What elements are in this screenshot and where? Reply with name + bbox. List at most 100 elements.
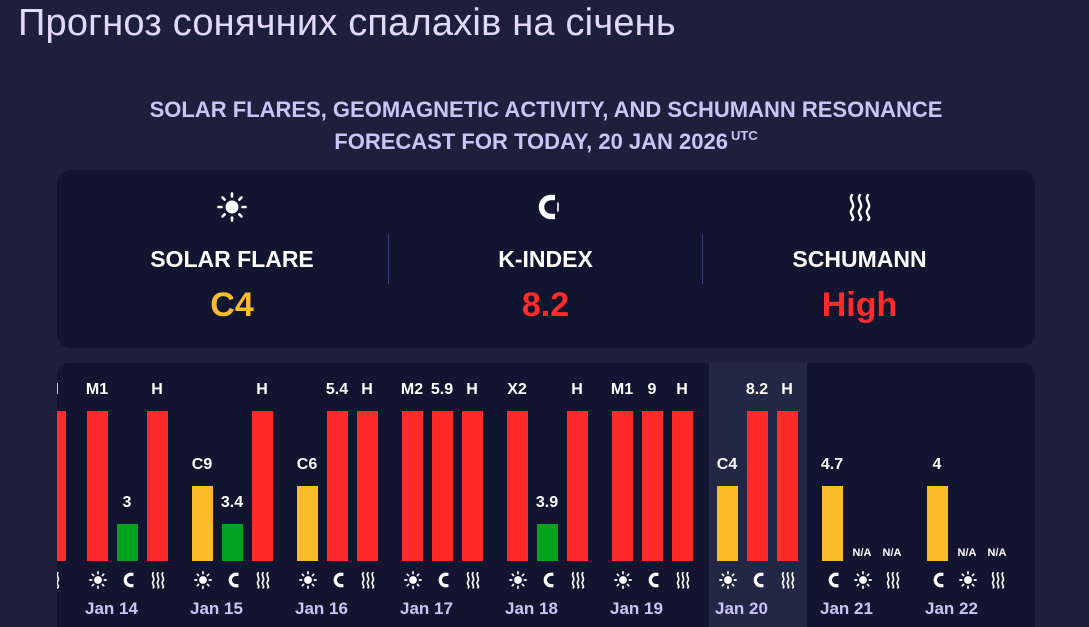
bar-solar bbox=[87, 411, 108, 561]
bar-value-label: H bbox=[256, 381, 268, 398]
bar-value-label: C6 bbox=[296, 456, 318, 473]
sun-icon bbox=[509, 571, 527, 589]
magnet-icon bbox=[929, 571, 947, 589]
waves-icon bbox=[359, 571, 377, 589]
subtitle-line-1: SOLAR FLARES, GEOMAGNETIC ACTIVITY, AND … bbox=[149, 97, 943, 122]
schumann-label: SCHUMANN bbox=[792, 246, 927, 272]
bar-solar bbox=[297, 486, 318, 561]
waves-icon bbox=[674, 571, 692, 589]
magnet-icon bbox=[389, 192, 702, 222]
bar-schumann bbox=[57, 411, 66, 561]
sun-icon bbox=[854, 571, 872, 589]
sun-icon bbox=[194, 571, 212, 589]
bar-value-label: 4.7 bbox=[820, 456, 844, 473]
bar-value-label: H bbox=[781, 381, 793, 398]
bar-value-label: N/A bbox=[852, 547, 872, 559]
bar-kindex bbox=[117, 523, 138, 561]
summary-solar-flare: SOLAR FLARE C4 bbox=[77, 170, 387, 348]
k-index-label: K-INDEX bbox=[498, 246, 593, 272]
bar-value-label: N/A bbox=[987, 547, 1007, 559]
sun-icon bbox=[77, 192, 387, 222]
summary-schumann: SCHUMANN High bbox=[703, 170, 1016, 348]
date-label: Jan 18 bbox=[505, 599, 558, 618]
bar-value-label: 3.4 bbox=[220, 493, 244, 511]
bar-value-label: 5.9 bbox=[430, 381, 454, 398]
bar-kindex bbox=[537, 523, 558, 561]
magnet-icon bbox=[824, 571, 842, 589]
date-label: Jan 22 bbox=[925, 599, 978, 618]
summary-k-index: K-INDEX 8.2 bbox=[389, 170, 702, 348]
sun-icon bbox=[89, 571, 107, 589]
date-label: Jan 16 bbox=[295, 599, 348, 618]
bar-schumann bbox=[462, 411, 483, 561]
date-label: Jan 19 bbox=[610, 599, 663, 618]
bar-schumann bbox=[567, 411, 588, 561]
bar-value-label: X2 bbox=[507, 381, 527, 398]
waves-icon bbox=[569, 571, 587, 589]
magnet-icon bbox=[539, 571, 557, 589]
waves-icon bbox=[703, 192, 1016, 222]
utc-superscript: UTC bbox=[730, 128, 758, 143]
bar-solar bbox=[717, 486, 738, 561]
bar-schumann bbox=[252, 411, 273, 561]
bar-value-label: M1 bbox=[85, 381, 109, 398]
bar-value-label: 3 bbox=[122, 493, 132, 511]
solar-flare-label: SOLAR FLARE bbox=[150, 246, 314, 272]
bar-value-label: C9 bbox=[191, 456, 213, 473]
bar-value-label: 9 bbox=[647, 381, 657, 398]
bar-schumann bbox=[357, 411, 378, 561]
bar-value-label: H bbox=[151, 381, 163, 398]
sun-icon bbox=[719, 571, 737, 589]
bar-schumann bbox=[147, 411, 168, 561]
bar-value-label: 8.2 bbox=[745, 381, 769, 398]
solar-flare-value: C4 bbox=[210, 286, 254, 324]
bar-schumann bbox=[672, 411, 693, 561]
sun-icon bbox=[299, 571, 317, 589]
sun-icon bbox=[404, 571, 422, 589]
bar-value-label: H bbox=[571, 381, 583, 398]
bar-value-label: 4 bbox=[932, 456, 942, 473]
subtitle-line-2: FORECAST FOR TODAY, 20 JAN 2026 UTC bbox=[60, 126, 1032, 158]
magnet-icon bbox=[749, 571, 767, 589]
bar-value-label: H bbox=[676, 381, 688, 398]
bar-solar bbox=[612, 411, 633, 561]
summary-divider bbox=[702, 234, 703, 284]
bar-kindex bbox=[327, 411, 348, 561]
waves-icon bbox=[779, 571, 797, 589]
bar-value-label: C4 bbox=[716, 456, 738, 473]
bar-solar bbox=[402, 411, 423, 561]
date-label: Jan 21 bbox=[820, 599, 873, 618]
waves-icon bbox=[149, 571, 167, 589]
summary-divider bbox=[388, 234, 389, 284]
k-index-value: 8.2 bbox=[521, 286, 570, 324]
subtitle-line-2-text: FORECAST FOR TODAY, 20 JAN 2026 bbox=[334, 129, 728, 154]
bar-solar bbox=[507, 411, 528, 561]
forecast-bar-chart: H M1 3 H Jan 14 C9 3.4 H Jan 15 C6 5.4 H Jan 16 M2 5.9… bbox=[57, 363, 1035, 627]
bar-value-label: 3.9 bbox=[535, 493, 559, 511]
magnet-icon bbox=[434, 571, 452, 589]
sun-icon bbox=[614, 571, 632, 589]
bar-value-label: M1 bbox=[610, 381, 634, 398]
bar-schumann bbox=[777, 411, 798, 561]
bar-value-label: H bbox=[466, 381, 478, 398]
magnet-icon bbox=[329, 571, 347, 589]
today-summary-card: SOLAR FLARE C4 K-INDEX 8.2 SCHUMANN High bbox=[57, 170, 1035, 348]
bar-value-label: M2 bbox=[400, 381, 424, 398]
waves-icon bbox=[989, 571, 1007, 589]
magnet-icon bbox=[119, 571, 137, 589]
magnet-icon bbox=[224, 571, 242, 589]
waves-icon bbox=[884, 571, 902, 589]
page-title: Прогноз сонячних спалахів на січень bbox=[18, 2, 676, 44]
bar-kindex bbox=[642, 411, 663, 561]
waves-icon bbox=[464, 571, 482, 589]
sun-icon bbox=[959, 571, 977, 589]
bar-value-label: H bbox=[57, 381, 65, 399]
bar-kindex bbox=[927, 486, 948, 561]
bar-value-label: 5.4 bbox=[325, 381, 349, 398]
bar-solar bbox=[192, 486, 213, 561]
date-label: Jan 20 bbox=[715, 599, 768, 618]
waves-icon bbox=[254, 571, 272, 589]
date-label: Jan 14 bbox=[85, 599, 138, 618]
schumann-value: High bbox=[821, 286, 898, 324]
forecast-subtitle: SOLAR FLARES, GEOMAGNETIC ACTIVITY, AND … bbox=[60, 94, 1032, 158]
